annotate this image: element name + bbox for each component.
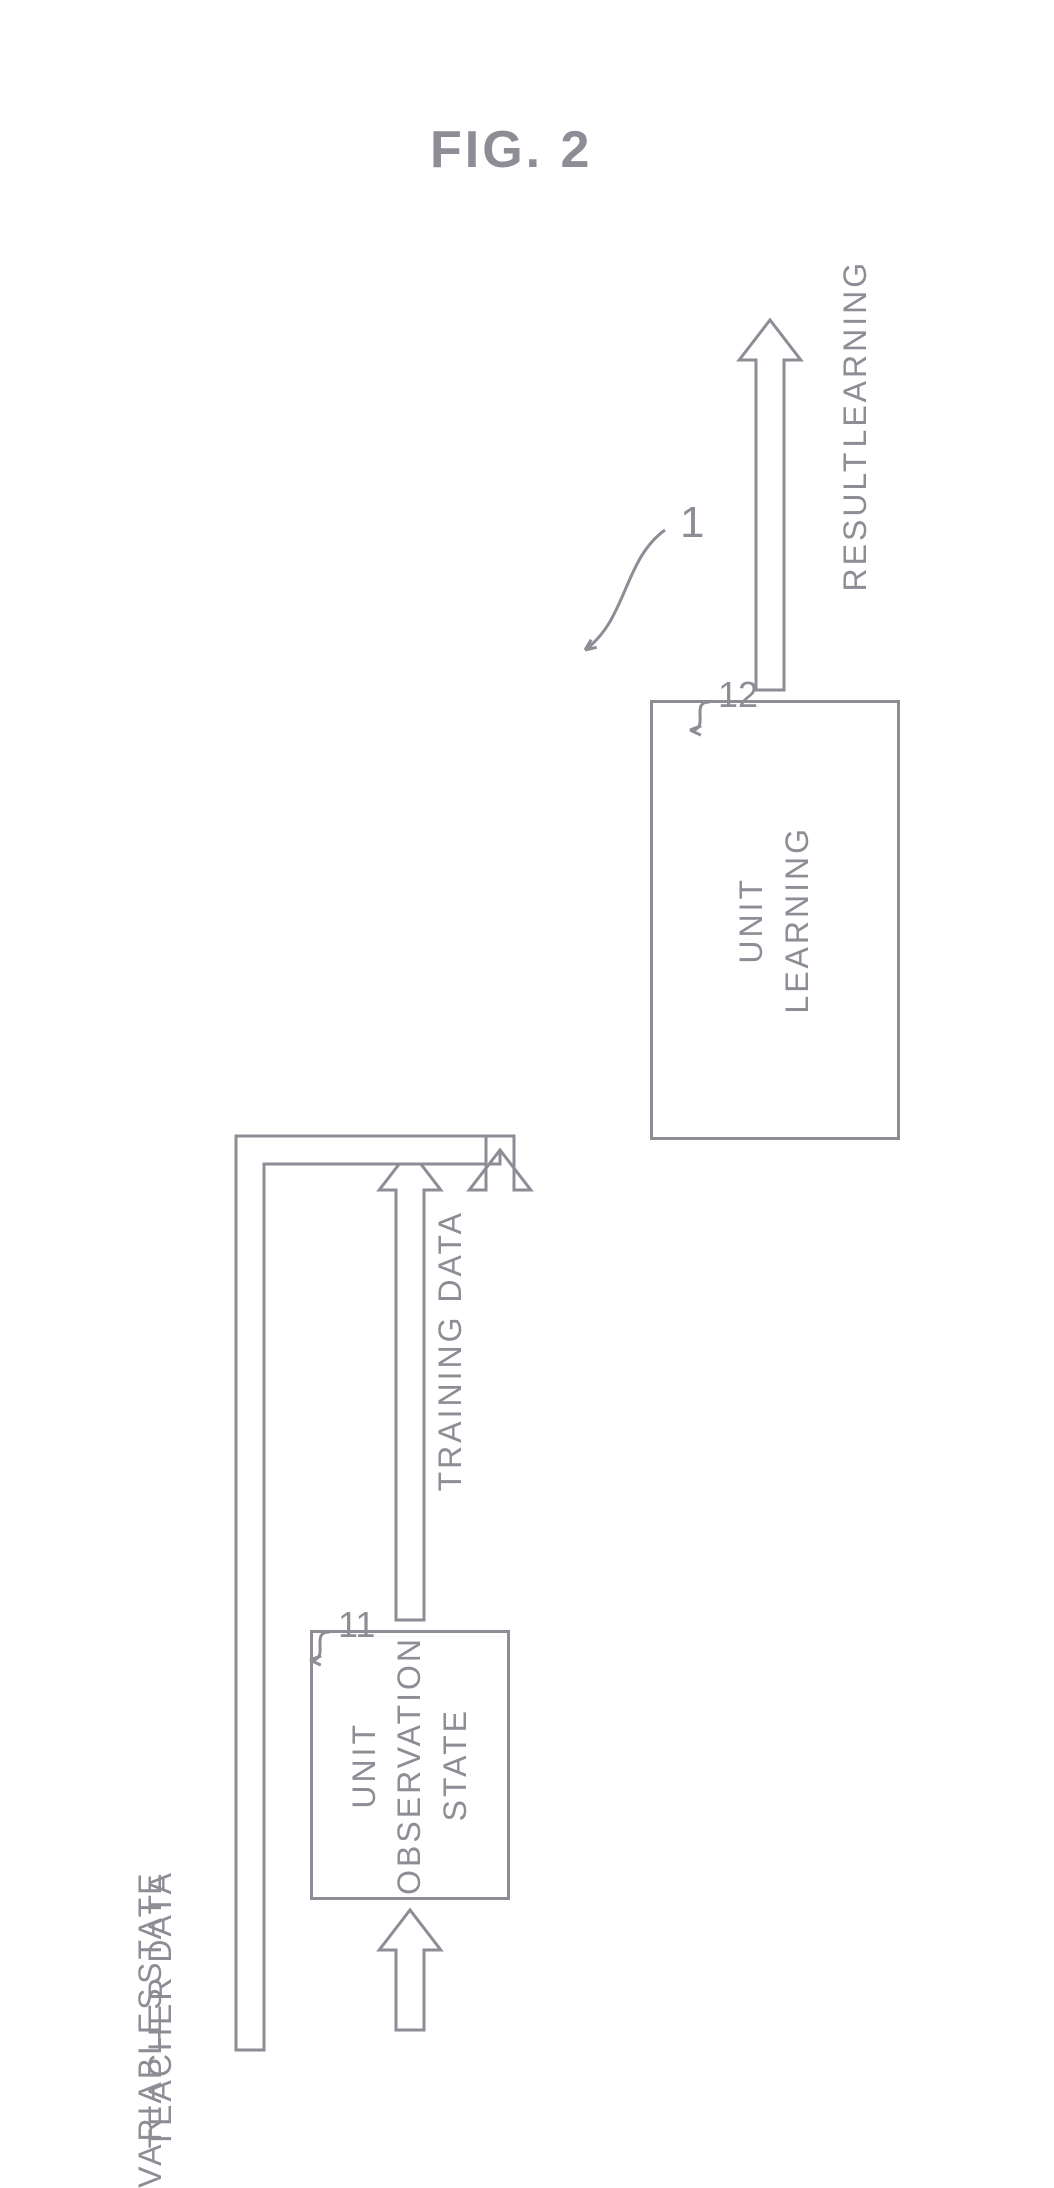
diagram-stage: FIG. 2 1 STATEOBSERVATIONUNIT LEARNINGUN… xyxy=(0,0,1054,2136)
learning-ref: 12 xyxy=(718,674,758,716)
system-ref-label: 1 xyxy=(680,498,704,548)
state-observation-unit-box: STATEOBSERVATIONUNIT xyxy=(310,1630,510,1900)
state-obs-ref: 11 xyxy=(338,1604,375,1646)
learning-result-label: LEARNINGRESULT xyxy=(835,260,875,591)
training-data-label: TRAINING DATA xyxy=(430,1210,470,1491)
teacher-data-label: TEACHER DATA xyxy=(140,1870,180,2148)
figure-title: FIG. 2 xyxy=(430,120,592,180)
learning-unit-box: LEARNINGUNIT xyxy=(650,700,900,1140)
